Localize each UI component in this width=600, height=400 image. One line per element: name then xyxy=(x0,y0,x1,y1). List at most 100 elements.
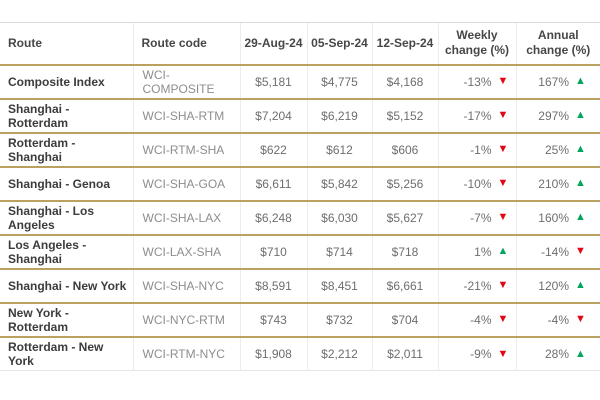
column-header-route: Route xyxy=(0,22,133,65)
route-code-cell: WCI-NYC-RTM xyxy=(132,301,240,337)
route-cell: Shanghai - New York xyxy=(0,267,133,303)
route-cell: Shanghai - Los Angeles xyxy=(0,199,133,235)
annual-change-value: 28% xyxy=(544,347,569,362)
price-12-sep-cell: $4,168 xyxy=(371,63,438,99)
price-29-aug-cell: $6,248 xyxy=(239,199,307,235)
weekly-change-value: -1% xyxy=(470,142,492,157)
price-29-aug-cell: $1,908 xyxy=(239,335,307,371)
weekly-change-cell: 1% ▲ xyxy=(437,233,516,269)
up-triangle-icon: ▲ xyxy=(575,143,586,156)
annual-change-cell: 28% ▲ xyxy=(515,335,600,371)
annual-change-cell: 120% ▲ xyxy=(515,267,600,303)
column-header-12-sep-24: 12-Sep-24 xyxy=(371,22,438,65)
price-12-sep-cell: $5,152 xyxy=(371,97,438,133)
weekly-change-value: -7% xyxy=(470,210,492,225)
column-header-29-aug-24: 29-Aug-24 xyxy=(239,22,307,65)
weekly-change-value: 1% xyxy=(474,244,492,259)
wci-rates-table: Route Route code 29-Aug-24 05-Sep-24 12-… xyxy=(0,22,600,371)
price-05-sep-cell: $732 xyxy=(306,301,372,337)
annual-change-cell: -4% ▼ xyxy=(515,301,600,337)
price-05-sep-cell: $714 xyxy=(306,233,372,269)
price-05-sep-cell: $6,219 xyxy=(306,97,372,133)
down-triangle-icon: ▼ xyxy=(497,313,509,326)
up-triangle-icon: ▲ xyxy=(575,347,586,360)
down-triangle-icon: ▼ xyxy=(497,211,509,224)
route-cell: Rotterdam - New York xyxy=(0,335,133,371)
weekly-change-cell: -7% ▼ xyxy=(437,199,516,235)
price-12-sep-cell: $5,256 xyxy=(371,165,438,201)
route-code-cell: WCI-SHA-NYC xyxy=(132,267,240,303)
route-cell: Rotterdam - Shanghai xyxy=(0,131,133,167)
price-05-sep-cell: $4,775 xyxy=(306,63,372,99)
price-05-sep-cell: $612 xyxy=(306,131,372,167)
header-row: Route Route code 29-Aug-24 05-Sep-24 12-… xyxy=(0,22,600,65)
annual-change-cell: -14% ▼ xyxy=(515,233,600,269)
table-row: Rotterdam - New York WCI-RTM-NYC $1,908 … xyxy=(0,335,600,371)
weekly-change-cell: -10% ▼ xyxy=(437,165,516,201)
route-cell: New York - Rotterdam xyxy=(0,301,133,337)
column-header-annual-change: Annual change (%) xyxy=(515,22,600,65)
route-code-cell: WCI-RTM-SHA xyxy=(132,131,240,167)
column-header-weekly-change: Weekly change (%) xyxy=(437,22,516,65)
route-code-cell: WCI-SHA-RTM xyxy=(132,97,240,133)
table-row: Shanghai - Rotterdam WCI-SHA-RTM $7,204 … xyxy=(0,97,600,133)
route-code-cell: WCI-COMPOSITE xyxy=(132,63,240,99)
price-12-sep-cell: $704 xyxy=(371,301,438,337)
route-cell: Shanghai - Rotterdam xyxy=(0,97,133,133)
annual-change-value: 160% xyxy=(538,210,569,225)
weekly-change-cell: -21% ▼ xyxy=(437,267,516,303)
annual-change-cell: 25% ▲ xyxy=(515,131,600,167)
price-29-aug-cell: $743 xyxy=(239,301,307,337)
weekly-change-value: -21% xyxy=(463,278,492,293)
down-triangle-icon: ▼ xyxy=(497,347,509,360)
column-header-05-sep-24: 05-Sep-24 xyxy=(306,22,372,65)
weekly-change-cell: -9% ▼ xyxy=(437,335,516,371)
route-code-cell: WCI-LAX-SHA xyxy=(132,233,240,269)
down-triangle-icon: ▼ xyxy=(497,109,509,122)
route-code-cell: WCI-SHA-LAX xyxy=(132,199,240,235)
up-triangle-icon: ▲ xyxy=(575,177,586,190)
price-05-sep-cell: $6,030 xyxy=(306,199,372,235)
price-05-sep-cell: $8,451 xyxy=(306,267,372,303)
price-29-aug-cell: $710 xyxy=(239,233,307,269)
price-29-aug-cell: $7,204 xyxy=(239,97,307,133)
freight-rates-page: Route Route code 29-Aug-24 05-Sep-24 12-… xyxy=(0,22,600,371)
price-05-sep-cell: $2,212 xyxy=(306,335,372,371)
table-row: Los Angeles - Shanghai WCI-LAX-SHA $710 … xyxy=(0,233,600,269)
down-triangle-icon: ▼ xyxy=(497,143,509,156)
annual-change-value: 25% xyxy=(544,142,569,157)
down-triangle-icon: ▼ xyxy=(497,279,509,292)
price-29-aug-cell: $8,591 xyxy=(239,267,307,303)
annual-change-value: 210% xyxy=(538,176,569,191)
table-row: New York - Rotterdam WCI-NYC-RTM $743 $7… xyxy=(0,301,600,337)
weekly-change-cell: -4% ▼ xyxy=(437,301,516,337)
price-12-sep-cell: $5,627 xyxy=(371,199,438,235)
table-row: Shanghai - Genoa WCI-SHA-GOA $6,611 $5,8… xyxy=(0,165,600,201)
annual-change-cell: 160% ▲ xyxy=(515,199,600,235)
table-row: Shanghai - New York WCI-SHA-NYC $8,591 $… xyxy=(0,267,600,303)
down-triangle-icon: ▼ xyxy=(497,75,509,88)
annual-change-value: -4% xyxy=(547,312,569,327)
table-row: Rotterdam - Shanghai WCI-RTM-SHA $622 $6… xyxy=(0,131,600,167)
down-triangle-icon: ▼ xyxy=(575,313,586,326)
up-triangle-icon: ▲ xyxy=(575,109,586,122)
price-12-sep-cell: $718 xyxy=(371,233,438,269)
down-triangle-icon: ▼ xyxy=(575,245,586,258)
annual-change-cell: 297% ▲ xyxy=(515,97,600,133)
up-triangle-icon: ▲ xyxy=(497,245,509,258)
price-12-sep-cell: $6,661 xyxy=(371,267,438,303)
annual-change-value: -14% xyxy=(540,244,569,259)
route-cell: Composite Index xyxy=(0,63,133,99)
price-12-sep-cell: $2,011 xyxy=(371,335,438,371)
weekly-change-cell: -13% ▼ xyxy=(437,63,516,99)
price-29-aug-cell: $6,611 xyxy=(239,165,307,201)
route-code-cell: WCI-RTM-NYC xyxy=(132,335,240,371)
weekly-change-cell: -17% ▼ xyxy=(437,97,516,133)
annual-change-cell: 167% ▲ xyxy=(515,63,600,99)
price-29-aug-cell: $622 xyxy=(239,131,307,167)
route-cell: Los Angeles - Shanghai xyxy=(0,233,133,269)
annual-change-cell: 210% ▲ xyxy=(515,165,600,201)
table-body: Composite Index WCI-COMPOSITE $5,181 $4,… xyxy=(0,63,600,371)
annual-change-value: 120% xyxy=(538,278,569,293)
weekly-change-cell: -1% ▼ xyxy=(437,131,516,167)
